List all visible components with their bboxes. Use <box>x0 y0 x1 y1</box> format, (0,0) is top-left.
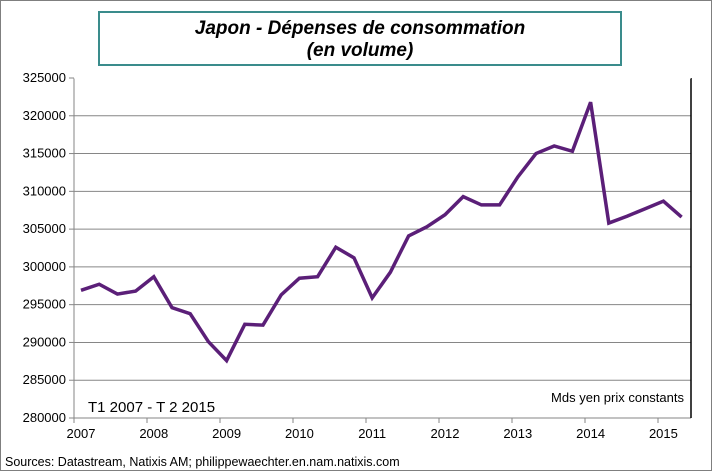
x-tick-label: 2011 <box>358 426 386 441</box>
x-tick-label: 2014 <box>576 426 605 441</box>
y-tick-label: 280000 <box>23 410 66 425</box>
x-tick-label: 2012 <box>431 426 460 441</box>
x-tick-label: 2007 <box>67 426 96 441</box>
y-tick-label: 320000 <box>23 108 66 123</box>
y-tick-label: 300000 <box>23 259 66 274</box>
x-tick-label: 2008 <box>139 426 168 441</box>
source-text: Sources: Datastream, Natixis AM; philipp… <box>5 455 400 469</box>
series-line <box>81 102 682 360</box>
y-tick-label: 290000 <box>23 334 66 349</box>
unit-annotation: Mds yen prix constants <box>551 390 684 405</box>
y-tick-label: 305000 <box>23 221 66 236</box>
x-tick-label: 2009 <box>212 426 241 441</box>
x-tick-label: 2010 <box>285 426 314 441</box>
x-tick-label: 2015 <box>649 426 678 441</box>
y-tick-label: 325000 <box>23 70 66 85</box>
x-tick-label: 2013 <box>503 426 532 441</box>
chart-title-line-2: (en volume) <box>100 40 620 62</box>
y-tick-label: 310000 <box>23 183 66 198</box>
period-annotation: T1 2007 - T 2 2015 <box>88 399 215 416</box>
y-tick-label: 315000 <box>23 146 66 161</box>
y-tick-label: 295000 <box>23 297 66 312</box>
y-tick-label: 285000 <box>23 372 66 387</box>
chart-title-line-1: Japon - Dépenses de consommation <box>100 18 620 40</box>
chart-title-box: Japon - Dépenses de consommation (en vol… <box>98 11 622 66</box>
